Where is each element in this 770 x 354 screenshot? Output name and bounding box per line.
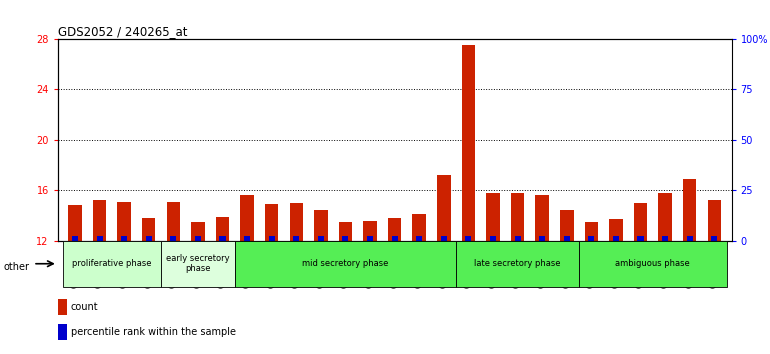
Bar <box>96 236 102 241</box>
Bar <box>416 236 422 241</box>
Bar <box>161 241 235 287</box>
Bar <box>269 236 275 241</box>
Bar <box>363 221 377 241</box>
Bar <box>634 203 648 241</box>
Bar <box>687 236 693 241</box>
Bar <box>265 204 279 241</box>
Bar <box>290 203 303 241</box>
Bar <box>146 236 152 241</box>
Bar <box>613 236 619 241</box>
Bar <box>62 241 161 287</box>
Bar <box>117 202 131 241</box>
Bar <box>588 236 594 241</box>
Bar <box>216 217 229 241</box>
Text: other: other <box>4 262 30 272</box>
Bar <box>244 236 250 241</box>
Bar <box>392 236 397 241</box>
Bar <box>121 236 127 241</box>
Bar <box>462 45 475 241</box>
Bar <box>511 193 524 241</box>
Bar <box>514 236 521 241</box>
Bar <box>440 236 447 241</box>
Bar <box>579 241 727 287</box>
Text: proliferative phase: proliferative phase <box>72 259 152 268</box>
Bar <box>564 236 570 241</box>
Bar <box>584 222 598 241</box>
Bar <box>191 222 205 241</box>
Bar <box>535 195 549 241</box>
Text: count: count <box>71 302 99 312</box>
Bar <box>683 179 696 241</box>
Bar <box>93 200 106 241</box>
Bar <box>560 210 574 241</box>
Bar <box>609 219 623 241</box>
Bar <box>195 236 201 241</box>
Bar <box>170 236 176 241</box>
Bar <box>388 218 401 241</box>
Text: ambiguous phase: ambiguous phase <box>615 259 690 268</box>
Bar <box>142 218 156 241</box>
Bar <box>166 202 180 241</box>
Bar <box>490 236 496 241</box>
Bar <box>711 236 718 241</box>
Bar <box>708 200 721 241</box>
Text: percentile rank within the sample: percentile rank within the sample <box>71 327 236 337</box>
Bar <box>437 175 450 241</box>
Bar <box>314 210 327 241</box>
Bar <box>486 193 500 241</box>
Bar <box>638 236 644 241</box>
Bar <box>662 236 668 241</box>
Bar <box>72 236 78 241</box>
Bar <box>235 241 456 287</box>
Text: mid secretory phase: mid secretory phase <box>303 259 389 268</box>
Text: late secretory phase: late secretory phase <box>474 259 561 268</box>
Bar <box>240 195 254 241</box>
Bar <box>339 222 352 241</box>
Bar <box>219 236 226 241</box>
Bar <box>413 214 426 241</box>
Bar <box>539 236 545 241</box>
Bar <box>367 236 373 241</box>
Bar <box>456 241 579 287</box>
Bar <box>293 236 300 241</box>
Bar <box>658 193 672 241</box>
Bar <box>465 236 471 241</box>
Bar <box>343 236 349 241</box>
Bar <box>318 236 324 241</box>
Text: GDS2052 / 240265_at: GDS2052 / 240265_at <box>58 25 187 38</box>
Text: early secretory
phase: early secretory phase <box>166 254 229 273</box>
Bar <box>69 205 82 241</box>
